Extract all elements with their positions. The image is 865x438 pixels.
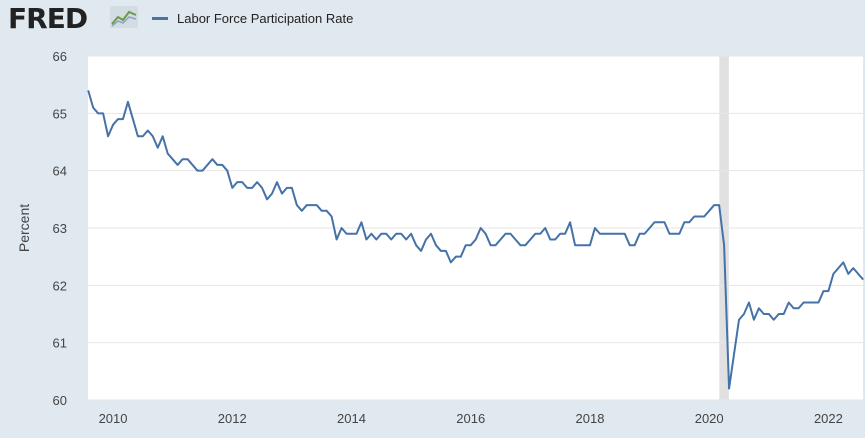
series-line[interactable] (87, 90, 864, 390)
y-tick-label: 64 (53, 164, 67, 179)
header: FRED Labor Force Participation Rate (0, 0, 865, 40)
line-graph-icon (110, 6, 138, 28)
series-layer (87, 90, 864, 390)
y-axis: 60 61 62 63 64 65 66 (53, 49, 67, 408)
x-tick-label: 2010 (99, 411, 128, 426)
x-tick-label: 2014 (337, 411, 366, 426)
legend-label: Labor Force Participation Rate (177, 10, 354, 26)
x-axis: 2010 2012 2014 2016 2018 2020 2022 (99, 411, 843, 426)
y-tick-label: 61 (53, 336, 67, 351)
y-tick-label: 60 (53, 393, 67, 408)
legend-swatch (152, 16, 168, 20)
y-tick-label: 65 (53, 106, 67, 121)
y-tick-label: 63 (53, 221, 67, 236)
x-tick-label: 2016 (456, 411, 485, 426)
gridlines (88, 55, 863, 401)
y-tick-label: 62 (53, 278, 67, 293)
x-tick-label: 2018 (576, 411, 605, 426)
y-tick-label: 66 (53, 49, 67, 64)
fred-logo[interactable]: FRED (8, 2, 88, 35)
x-tick-label: 2020 (695, 411, 724, 426)
legend: Labor Force Participation Rate (152, 8, 353, 28)
y-axis-label: Percent (16, 204, 32, 252)
x-tick-label: 2012 (218, 411, 247, 426)
x-tick-label: 2022 (814, 411, 843, 426)
